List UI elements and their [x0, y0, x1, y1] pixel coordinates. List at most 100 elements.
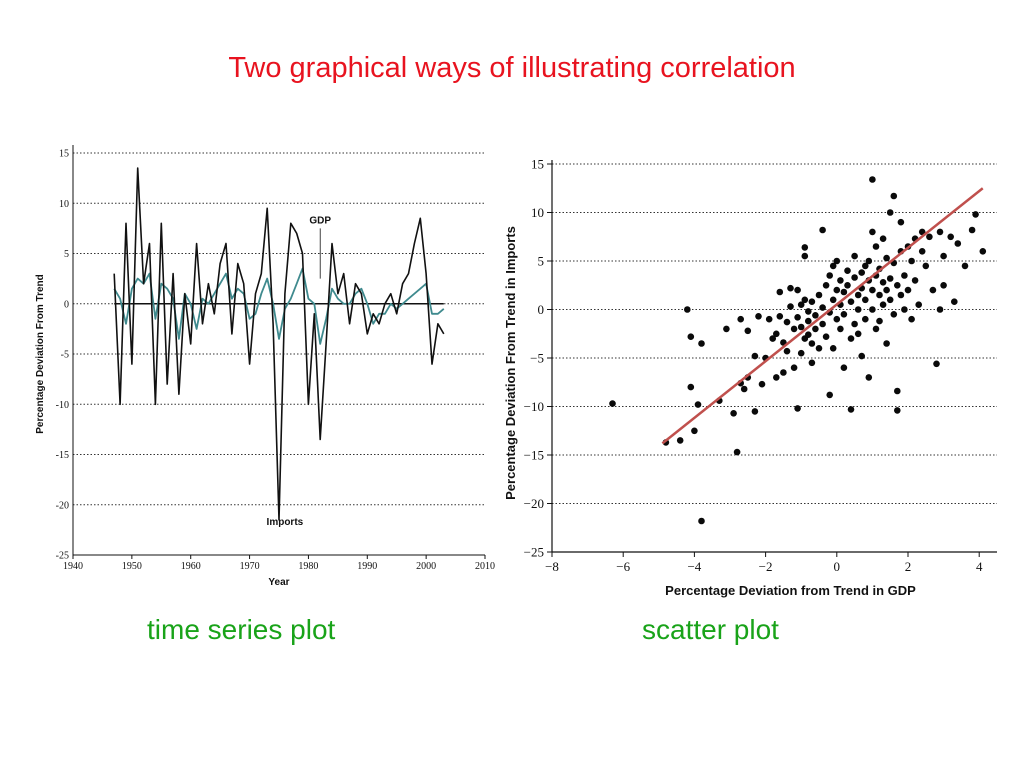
ts-y-tick-label: 5	[64, 249, 69, 260]
sc-point	[933, 360, 940, 368]
ts-annotation-gdp: GDP	[309, 215, 331, 226]
sc-point	[979, 248, 987, 255]
sc-point	[851, 320, 858, 328]
scatter-caption: scatter plot	[642, 614, 779, 645]
sc-point	[918, 248, 926, 255]
sc-point	[929, 286, 937, 294]
sc-point	[819, 226, 826, 234]
sc-point	[858, 269, 865, 276]
ts-y-tick-label: -5	[61, 350, 69, 361]
sc-point	[886, 275, 894, 282]
sc-point	[790, 364, 798, 371]
sc-point	[883, 254, 890, 262]
sc-point	[890, 311, 898, 318]
sc-point	[869, 228, 876, 236]
sc-point	[951, 298, 958, 305]
sc-point	[773, 330, 780, 338]
sc-point	[812, 312, 819, 319]
sc-point	[758, 380, 766, 388]
sc-point	[854, 291, 862, 299]
ts-x-tick-label: 1940	[63, 561, 83, 572]
sc-y-tick-label: 0	[538, 302, 545, 317]
sc-point	[936, 306, 944, 313]
sc-point	[794, 286, 801, 294]
ts-x-tick-label: 1970	[240, 561, 260, 572]
sc-point	[926, 233, 933, 241]
sc-point	[883, 340, 890, 347]
sc-point	[901, 272, 908, 279]
sc-point	[773, 374, 780, 381]
ts-x-tick-label: 2010	[475, 561, 495, 572]
sc-point	[869, 306, 876, 313]
sc-point	[733, 448, 741, 456]
sc-point	[776, 288, 784, 296]
sc-point	[694, 401, 702, 408]
sc-point	[954, 240, 962, 247]
sc-x-tick-label: −2	[759, 559, 773, 574]
sc-point	[790, 325, 798, 333]
ts-x-tick-label: 1950	[122, 561, 142, 572]
sc-fit-line	[661, 187, 984, 445]
sc-point	[844, 267, 851, 274]
sc-point	[808, 340, 816, 347]
sc-point	[890, 192, 898, 200]
sc-point	[854, 306, 862, 313]
sc-point	[879, 235, 887, 242]
sc-point	[819, 304, 826, 311]
sc-y-tick-label: 5	[538, 254, 545, 269]
sc-point	[879, 279, 887, 286]
sc-point	[851, 252, 858, 260]
sc-y-tick-label: −5	[530, 351, 544, 366]
ts-x-axis-label: Year	[268, 577, 289, 588]
sc-point	[840, 288, 848, 296]
sc-point	[801, 252, 809, 260]
sc-point	[805, 308, 812, 315]
sc-point	[918, 228, 926, 236]
sc-y-axis-label: Percentage Deviation From Trend in Impor…	[503, 226, 518, 500]
sc-point	[915, 301, 922, 308]
sc-point	[769, 335, 776, 342]
sc-point	[897, 218, 905, 226]
sc-point	[840, 364, 848, 371]
sc-axes	[547, 160, 997, 557]
sc-point	[865, 374, 873, 381]
sc-point	[961, 262, 969, 270]
sc-point	[854, 330, 862, 338]
sc-y-tick-label: −25	[524, 545, 544, 560]
sc-point	[829, 345, 837, 352]
ts-x-tick-label: 1960	[181, 561, 201, 572]
sc-point	[783, 347, 791, 355]
sc-point	[805, 317, 812, 325]
ts-y-tick-label: -20	[56, 500, 69, 511]
sc-point	[858, 352, 865, 360]
ts-x-tick-label: 1980	[298, 561, 318, 572]
sc-point	[833, 257, 841, 265]
sc-x-tick-label: −4	[687, 559, 701, 574]
ts-x-tick-label: 1990	[357, 561, 377, 572]
sc-point	[805, 331, 812, 338]
sc-point	[787, 284, 794, 292]
sc-point	[940, 252, 947, 260]
sc-point	[936, 228, 944, 236]
sc-x-tick-label: 0	[834, 559, 841, 574]
sc-point	[801, 244, 809, 251]
sc-point	[815, 291, 823, 299]
sc-point	[872, 243, 880, 250]
sc-point	[876, 317, 883, 325]
sc-point	[894, 407, 901, 414]
sc-point	[829, 296, 837, 304]
sc-point	[840, 311, 848, 318]
ts-gridlines	[73, 152, 485, 506]
sc-point	[876, 291, 883, 299]
sc-point	[829, 262, 837, 270]
sc-point	[940, 282, 947, 289]
sc-point	[865, 257, 873, 265]
sc-point	[901, 306, 908, 313]
sc-point	[684, 306, 691, 313]
sc-point	[676, 437, 684, 444]
sc-point	[968, 226, 976, 234]
sc-point	[826, 391, 833, 399]
